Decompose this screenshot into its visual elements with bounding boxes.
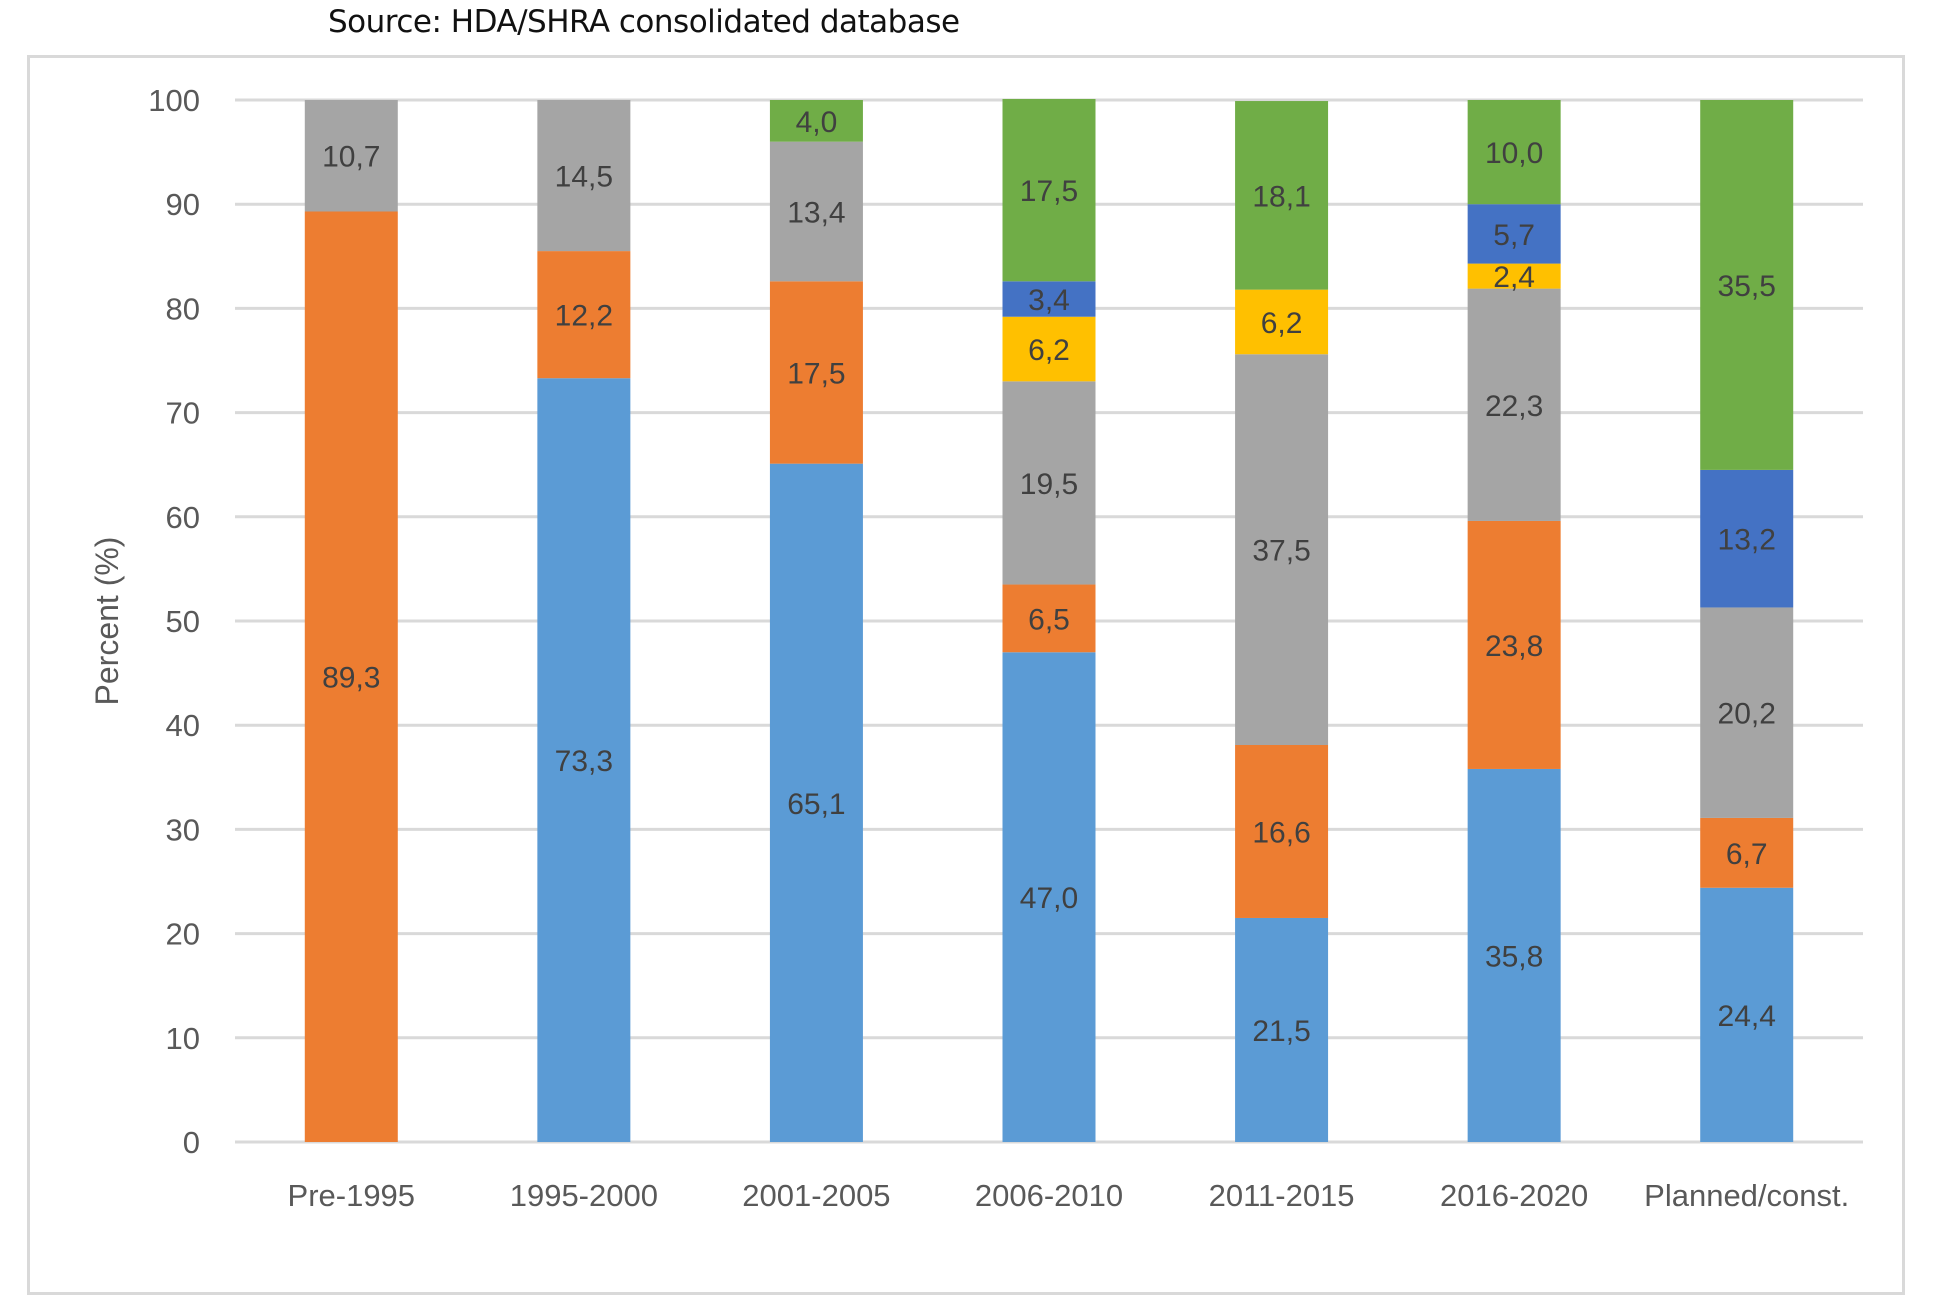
bar-segment <box>1235 917 1329 1142</box>
data-label: 6,7 <box>1726 838 1768 871</box>
y-tick-label: 50 <box>166 604 200 639</box>
y-tick-label: 90 <box>166 187 200 222</box>
data-label: 23,8 <box>1485 630 1543 663</box>
data-label: 47,0 <box>1020 882 1078 915</box>
bar-segment <box>1002 98 1096 282</box>
data-label: 16,6 <box>1252 816 1310 849</box>
y-tick-label: 0 <box>183 1125 200 1160</box>
bar-segment <box>1700 469 1794 608</box>
x-category-label: 2011-2015 <box>1209 1178 1355 1213</box>
data-label: 21,5 <box>1252 1015 1310 1048</box>
bar-segment <box>537 251 631 379</box>
data-label: 35,5 <box>1718 270 1776 303</box>
bar-segment <box>1467 263 1561 289</box>
bar-segment <box>1235 289 1329 355</box>
x-category-label: 2006-2010 <box>975 1178 1123 1213</box>
bar-segment <box>769 463 863 1143</box>
data-label: 20,2 <box>1718 698 1776 731</box>
data-label: 24,4 <box>1718 1000 1776 1033</box>
bar-segment <box>1002 652 1096 1142</box>
bar-segment <box>1700 100 1794 470</box>
data-label: 6,2 <box>1261 307 1303 340</box>
x-category-label: 2001-2005 <box>742 1178 890 1213</box>
bar-segment <box>304 100 398 212</box>
bar-segment <box>1235 101 1329 290</box>
data-label: 6,2 <box>1028 334 1070 367</box>
data-label: 89,3 <box>322 662 380 695</box>
bar-segment <box>1235 744 1329 918</box>
y-tick-label: 40 <box>166 708 200 743</box>
bar-segment <box>769 100 863 142</box>
data-label: 18,1 <box>1252 180 1310 213</box>
bar-segment <box>1467 204 1561 264</box>
data-label: 37,5 <box>1252 535 1310 568</box>
x-category-label: Pre-1995 <box>288 1178 416 1213</box>
bar-segment <box>1700 887 1794 1142</box>
bar-segment <box>1467 520 1561 769</box>
data-label: 22,3 <box>1485 390 1543 423</box>
data-label: 19,5 <box>1020 468 1078 501</box>
bar-segment <box>769 281 863 464</box>
bar-segment <box>1700 817 1794 888</box>
data-label: 2,4 <box>1493 261 1535 294</box>
data-labels: 89,3 10,7 73,3 12,2 14,5 65,1 17,5 13,4 4,0 47,0 6… <box>322 106 1776 1048</box>
data-label: 17,5 <box>1020 175 1078 208</box>
bar-segment <box>1467 288 1561 521</box>
y-axis-title: Percent (%) <box>89 537 125 706</box>
data-label: 12,2 <box>555 300 613 333</box>
y-tick-label: 80 <box>166 291 200 326</box>
bar-segment <box>1467 768 1561 1142</box>
data-label: 6,5 <box>1028 603 1070 636</box>
bars <box>304 98 1794 1143</box>
data-label: 3,4 <box>1028 284 1070 317</box>
data-label: 10,7 <box>322 141 380 174</box>
bar-segment <box>1002 381 1096 585</box>
data-label: 17,5 <box>787 357 845 390</box>
y-tick-labels: 0 10 20 30 40 50 60 70 80 90 100 <box>148 83 200 1160</box>
y-tick-label: 60 <box>166 500 200 535</box>
data-label: 14,5 <box>555 161 613 194</box>
data-label: 5,7 <box>1493 219 1535 252</box>
bar-segment <box>1235 354 1329 745</box>
y-tick-label: 10 <box>166 1021 200 1056</box>
chart-source-note: Source: HDA/SHRA consolidated database <box>328 4 960 40</box>
bar-segment <box>769 141 863 282</box>
data-label: 13,4 <box>787 196 845 229</box>
bar-segment <box>1467 100 1561 205</box>
y-tick-label: 70 <box>166 396 200 431</box>
bar-segment <box>1002 316 1096 382</box>
data-label: 13,2 <box>1718 524 1776 557</box>
data-label: 73,3 <box>555 745 613 778</box>
bar-segment <box>1700 607 1794 818</box>
x-category-label: Planned/const. <box>1644 1178 1849 1213</box>
data-label: 4,0 <box>796 106 838 139</box>
y-tick-label: 100 <box>148 83 200 118</box>
bar-segment <box>304 211 398 1142</box>
data-label: 65,1 <box>787 788 845 821</box>
bar-segment <box>1002 281 1096 317</box>
y-tick-label: 30 <box>166 812 200 847</box>
bar-segment <box>1002 584 1096 653</box>
bar-segment <box>537 378 631 1142</box>
y-tick-label: 20 <box>166 917 200 952</box>
x-category-labels: Pre-1995 1995-2000 2001-2005 2006-2010 2011-… <box>288 1178 1850 1213</box>
x-category-label: 1995-2000 <box>510 1178 658 1213</box>
stacked-bar-chart: 0 10 20 30 40 50 60 70 80 90 100 89,3 10,7 73,3 12,2 1… <box>89 83 1863 1213</box>
data-label: 10,0 <box>1485 137 1543 170</box>
x-category-label: 2016-2020 <box>1440 1178 1588 1213</box>
bar-segment <box>537 100 631 252</box>
data-label: 35,8 <box>1485 940 1543 973</box>
